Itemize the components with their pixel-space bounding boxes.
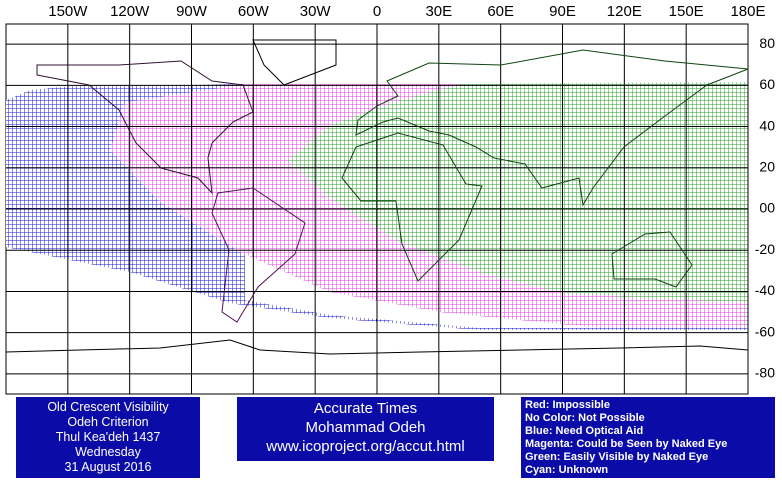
info-line: Old Crescent Visibility xyxy=(47,400,169,414)
lon-label: 120E xyxy=(607,3,642,20)
lon-label: 0 xyxy=(373,3,381,20)
lat-label: 80 xyxy=(759,35,775,51)
green-zone xyxy=(288,82,748,302)
lat-label: 20 xyxy=(759,158,775,174)
credit-line: Mohammad Odeh xyxy=(305,419,426,436)
lon-label: 60W xyxy=(238,3,270,20)
north-america xyxy=(36,60,254,195)
map: 150W 120W 90W 60W 30W 0 30E 60E 90E 120E 150E 180E 8… xyxy=(5,3,775,395)
legend-line: Green: Easily Visible by Naked Eye xyxy=(525,451,709,463)
lat-label: 60 xyxy=(759,76,775,92)
africa xyxy=(341,132,483,282)
info-line: Wednesday xyxy=(75,445,141,459)
lon-label: 30E xyxy=(425,3,452,20)
legend-box: Red: Impossible No Color: Not Possible B… xyxy=(521,397,775,478)
legend-line: No Color: Not Possible xyxy=(525,412,645,424)
lon-label: 60E xyxy=(487,3,514,20)
lat-label: -60 xyxy=(755,323,775,339)
coastlines xyxy=(5,39,749,355)
lon-label: 120W xyxy=(110,3,150,20)
info-line: 31 August 2016 xyxy=(64,460,152,474)
legend-line: Magenta: Could be Seen by Naked Eye xyxy=(525,438,728,450)
legend-line: Blue: Need Optical Aid xyxy=(525,425,644,437)
credit-line: Accurate Times xyxy=(313,400,418,417)
lat-label: -40 xyxy=(755,282,775,298)
greenland xyxy=(252,39,337,86)
south-america xyxy=(211,187,306,323)
lat-label: -20 xyxy=(755,241,775,257)
legend-line: Red: Impossible xyxy=(525,399,610,411)
australia xyxy=(611,231,693,288)
credit-box: Accurate Times Mohammad Odeh www.icoproj… xyxy=(237,397,494,461)
info-line: Thul Kea'deh 1437 xyxy=(55,430,161,444)
lon-label: 150W xyxy=(48,3,88,20)
lon-label: 90E xyxy=(549,3,576,20)
antarctica xyxy=(5,339,749,355)
lat-label: 00 xyxy=(759,200,775,216)
eurasia xyxy=(355,49,749,207)
lon-label: 30W xyxy=(300,3,332,20)
lon-label: 150E xyxy=(669,3,704,20)
lon-label: 90W xyxy=(176,3,208,20)
credit-line: www.icoproject.org/accut.html xyxy=(266,438,465,455)
info-line: Odeh Criterion xyxy=(67,415,149,429)
legend-line: Cyan: Unknown xyxy=(525,464,609,476)
lon-label: 180E xyxy=(730,3,765,20)
info-box: Old Crescent Visibility Odeh Criterion T… xyxy=(16,397,200,478)
lat-label: 40 xyxy=(759,117,775,133)
lat-label: -80 xyxy=(755,365,775,381)
